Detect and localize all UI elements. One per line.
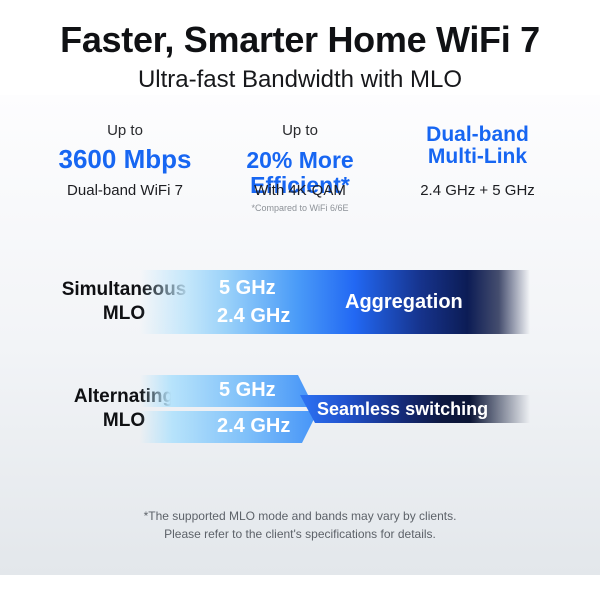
stat-sub-multilink: 2.4 GHz + 5 GHz xyxy=(420,182,535,199)
footnote-line2: Please refer to the client's specificati… xyxy=(164,527,436,541)
page-subtitle: Ultra-fast Bandwidth with MLO xyxy=(137,66,463,93)
stat-kicker: Up to xyxy=(107,122,143,139)
alternating-24ghz-bar xyxy=(140,411,318,443)
alternating-switching-band xyxy=(300,395,530,423)
aggregation-caption: Aggregation xyxy=(345,291,463,313)
simultaneous-mlo-label-line2: MLO xyxy=(102,303,146,324)
stat-value-speed: 3600 Mbps xyxy=(58,144,192,174)
alternating-mlo-label-line2: MLO xyxy=(102,410,146,431)
footnote-line1: *The supported MLO mode and bands may va… xyxy=(143,509,457,523)
simultaneous-mlo-band: 5 GHz 2.4 GHz Aggregation xyxy=(140,270,530,334)
seamless-switching-caption: Seamless switching xyxy=(317,399,489,419)
band-label-24ghz: 2.4 GHz xyxy=(217,415,291,437)
stat-value-efficiency: 20% More Efficient* xyxy=(246,147,354,198)
band-label-5ghz: 5 GHz xyxy=(219,277,276,299)
band-label-24ghz: 2.4 GHz xyxy=(217,305,291,327)
stat-value-multilink-text: Dual-band Multi-Link xyxy=(426,123,529,168)
background-gradient xyxy=(0,95,600,575)
alternating-mlo-diagram: 5 GHz 2.4 GHz Seamless switching xyxy=(140,375,530,443)
band-label-5ghz: 5 GHz xyxy=(219,379,276,401)
stat-value-multilink: Dual-band Multi-Link xyxy=(370,124,585,168)
page-title: Faster, Smarter Home WiFi 7 xyxy=(60,19,540,60)
alternating-5ghz-bar xyxy=(140,375,314,407)
stat-sub-speed: Dual-band WiFi 7 xyxy=(67,182,183,199)
stat-footnote-efficiency: *Compared to WiFi 6/6E xyxy=(251,203,349,213)
stat-sub-efficiency: With 4K-QAM xyxy=(254,182,346,199)
stat-kicker: Up to xyxy=(282,122,318,139)
